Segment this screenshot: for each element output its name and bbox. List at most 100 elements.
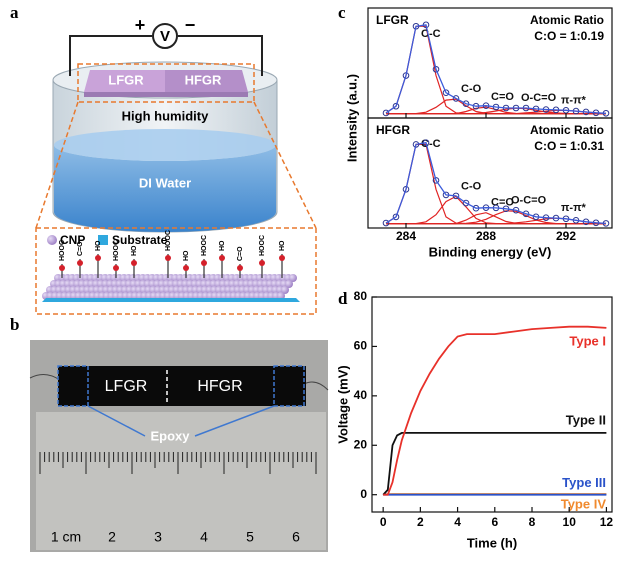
series-label: Type IV (561, 496, 607, 511)
data-point (382, 219, 390, 227)
ratio-value: C:O = 1:0.31 (534, 139, 604, 153)
data-point (462, 100, 470, 107)
y-tick-label: 40 (354, 388, 368, 402)
device (58, 366, 306, 406)
group-label: HOOC (165, 230, 172, 251)
peak-label: C-O (461, 83, 482, 95)
legend-label: CNP (60, 233, 85, 247)
x-tick-label: 12 (600, 515, 614, 529)
series-line (382, 432, 607, 496)
ruler-label: 3 (154, 529, 162, 545)
peak-label: O-C=O (521, 92, 557, 104)
diagram: V + − LFGR HFGR High humidity DI Water C… (35, 15, 317, 315)
y-tick-label: 60 (354, 339, 368, 353)
region-label: HFGR (219, 301, 250, 313)
ratio-value: C:O = 1:0.19 (534, 29, 604, 43)
peak-label: O-C=O (511, 195, 547, 207)
data-point (392, 213, 400, 221)
oxygen (165, 255, 171, 261)
cnp (281, 286, 289, 294)
water (54, 145, 276, 232)
zoom-box (35, 227, 317, 315)
substrate (42, 298, 300, 302)
photo-label: LFGR (105, 378, 148, 395)
group-label: C=O (77, 241, 84, 256)
peak-label: C-C (421, 138, 441, 150)
sample-edge (84, 92, 248, 97)
charts: C-C C-O C=O O-C=O π-π* LFGR Atomic Ratio C:O = … (335, 7, 614, 550)
zoom-line (35, 101, 317, 229)
x-tick-label: 4 (454, 515, 461, 529)
peak-label: π-π* (561, 94, 587, 106)
legend-icon (47, 235, 57, 245)
x-axis-label: Time (h) (467, 535, 517, 550)
x-tick-label: 292 (556, 229, 576, 243)
group-label: HOOC (259, 235, 266, 256)
data-point (382, 109, 390, 117)
sample-left (84, 70, 165, 92)
panel-label: c (338, 3, 346, 22)
oxygen (259, 260, 265, 266)
ruler (36, 412, 326, 550)
minus: − (185, 15, 196, 35)
functional-groups: HOOC C=O HO HOOC HO HOOC HO HOOC HO C=O HOOC HO (59, 230, 286, 278)
oxygen (77, 260, 83, 266)
oxygen (219, 255, 225, 261)
x-axis-label: Binding energy (eV) (429, 244, 552, 259)
y-tick-label: 80 (354, 289, 368, 303)
water-label: DI Water (139, 175, 191, 190)
cnp (285, 280, 293, 288)
photo-label: HFGR (197, 378, 242, 395)
epoxy-label: Epoxy (150, 428, 190, 443)
peak-label: π-π* (561, 202, 587, 214)
series-line (383, 325, 607, 496)
data-point (442, 89, 450, 96)
group-label: HO (183, 250, 190, 261)
oxygen (201, 260, 207, 266)
peak-label: C-O (461, 180, 482, 192)
x-tick-label: 0 (380, 515, 387, 529)
oxygen (237, 265, 243, 271)
pointer (87, 405, 275, 437)
ruler-ticks: 1 cm 2 3 4 5 6 (39, 452, 317, 545)
ruler-label: 2 (108, 529, 116, 545)
oxygen (59, 265, 65, 271)
y-tick-label: 20 (354, 437, 368, 451)
oxygen (113, 265, 119, 271)
panel-label: b (10, 315, 19, 334)
plus: + (135, 15, 146, 35)
sample-label: HFGR (185, 72, 222, 87)
group-label: HOOC (201, 235, 208, 256)
ruler-label: 6 (292, 529, 300, 545)
panel-label: a (10, 3, 19, 22)
water-surface (54, 129, 276, 161)
x-tick-label: 2 (417, 515, 424, 529)
cnp (289, 274, 297, 282)
plot-frame (367, 117, 613, 229)
oxygen (131, 260, 137, 266)
y-axis-label: Intensity (a.u.) (344, 74, 359, 162)
ratio-title: Atomic Ratio (530, 123, 604, 137)
sample-right (165, 70, 248, 92)
wire (69, 35, 263, 76)
group-label: HO (219, 240, 226, 251)
ratio-title: Atomic Ratio (530, 13, 604, 27)
zoom-box (77, 63, 255, 103)
voltmeter (152, 23, 178, 49)
series-label: Type II (566, 412, 606, 427)
peak-label: C-C (421, 28, 441, 40)
x-tick-label: 288 (476, 229, 496, 243)
panel-label: d (338, 289, 348, 308)
data-point (452, 95, 460, 102)
data-point (432, 177, 440, 184)
data-point (462, 199, 470, 207)
group-label: HO (279, 240, 286, 251)
oxygen (279, 255, 285, 261)
group-label: HOOC (113, 240, 120, 261)
x-tick-label: 6 (491, 515, 498, 529)
legend-label: Substrate (112, 233, 168, 247)
x-tick-label: 8 (529, 515, 536, 529)
ruler-label: 5 (246, 529, 254, 545)
ruler-label: 1 cm (51, 529, 81, 545)
